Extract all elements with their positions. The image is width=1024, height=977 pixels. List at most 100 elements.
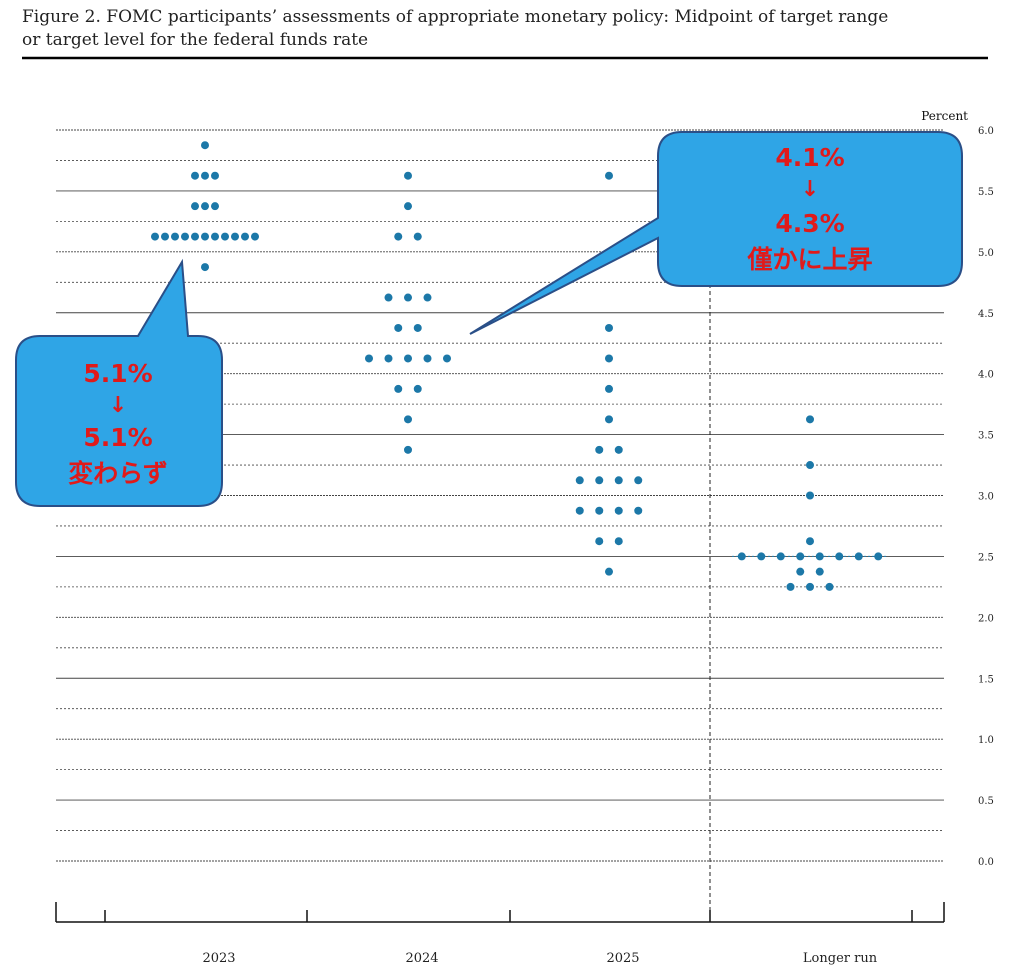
dot-marker — [394, 384, 403, 393]
dot-marker — [806, 582, 814, 591]
dot-marker — [634, 506, 643, 515]
callout-left-arrow: ↓ — [109, 393, 127, 418]
dot-marker — [191, 171, 199, 180]
dot-marker — [181, 232, 189, 241]
y-tick-label: 1.0 — [978, 735, 994, 746]
dot-marker — [605, 323, 613, 332]
dot-marker — [614, 537, 623, 546]
callout-left-before: 5.1% — [83, 359, 152, 388]
dot-marker — [825, 582, 834, 591]
dot-marker — [404, 445, 412, 454]
y-tick-label: 0.0 — [978, 857, 994, 868]
dot-marker — [191, 232, 199, 241]
x-category-labels: 2023 2024 2025 Longer run — [202, 951, 877, 966]
dot-marker — [605, 171, 613, 180]
y-tick-label: 2.0 — [978, 613, 994, 624]
dot-marker — [413, 323, 422, 332]
x-axis — [55, 902, 945, 923]
y-tick-label: 5.0 — [978, 248, 994, 259]
dot-marker — [201, 202, 209, 211]
y-tick-labels: 0.0 0.5 1.0 1.5 2.0 2.5 3.0 3.5 4.0 4.5 5.0 5.5 6.0 — [978, 126, 994, 868]
dot-marker — [737, 552, 746, 561]
dot-marker — [605, 415, 613, 424]
dot-marker — [757, 552, 766, 561]
dot-marker — [806, 491, 814, 500]
x-category-label: 2023 — [202, 951, 235, 966]
y-tick-label: 4.5 — [978, 309, 994, 320]
x-category-label: 2025 — [606, 951, 639, 966]
callout-right-bubble — [469, 131, 963, 335]
y-tick-label: 6.0 — [978, 126, 994, 137]
dot-marker — [161, 232, 169, 241]
dot-marker — [874, 552, 883, 561]
dot-marker — [786, 582, 795, 591]
dot-marker — [595, 445, 604, 454]
figure-title-line1: Figure 2. FOMC participants’ assessments… — [22, 7, 888, 27]
dot-marker — [854, 552, 863, 561]
y-tick-label: 2.5 — [978, 552, 994, 563]
dot-marker — [171, 232, 179, 241]
dot-marker — [605, 384, 613, 393]
callout-right-note: 僅かに上昇 — [746, 245, 872, 274]
dot-marker — [191, 202, 199, 211]
dot-markers — [151, 141, 888, 591]
dot-marker — [605, 567, 613, 576]
dot-marker — [365, 354, 373, 363]
figure-title-line2: or target level for the federal funds ra… — [22, 30, 368, 50]
dot-marker — [614, 506, 623, 515]
y-tick-label: 3.5 — [978, 431, 994, 442]
dot-marker — [231, 232, 239, 241]
dot-marker — [605, 354, 613, 363]
dot-marker — [614, 445, 623, 454]
dot-marker — [404, 202, 412, 211]
dot-marker — [201, 263, 209, 272]
dot-marker — [776, 552, 785, 561]
dot-marker — [423, 293, 432, 302]
dot-marker — [815, 567, 824, 576]
dot-marker — [443, 354, 451, 363]
y-tick-label: 3.0 — [978, 492, 994, 503]
dot-marker — [413, 232, 422, 241]
dot-marker — [575, 476, 584, 485]
dot-marker — [595, 506, 604, 515]
y-tick-label: 1.5 — [978, 674, 994, 685]
callout-right-arrow: ↓ — [801, 177, 819, 202]
callout-right-before: 4.1% — [775, 143, 844, 172]
dot-marker — [241, 232, 249, 241]
dot-marker — [634, 476, 643, 485]
dot-marker — [575, 506, 584, 515]
dot-marker — [384, 354, 393, 363]
dot-marker — [201, 141, 209, 150]
dot-marker — [806, 461, 814, 470]
dot-marker — [211, 232, 219, 241]
dot-marker — [201, 232, 209, 241]
dot-marker — [413, 384, 422, 393]
dot-marker — [394, 232, 403, 241]
dot-marker — [614, 476, 623, 485]
dot-marker — [394, 323, 403, 332]
dot-marker — [806, 415, 814, 424]
dot-marker — [423, 354, 432, 363]
dot-marker — [835, 552, 844, 561]
dot-marker — [384, 293, 393, 302]
x-category-label: 2024 — [405, 951, 438, 966]
dot-marker — [404, 354, 412, 363]
dot-marker — [211, 171, 219, 180]
dot-marker — [815, 552, 824, 561]
y-tick-label: 0.5 — [978, 796, 994, 807]
dot-marker — [595, 476, 604, 485]
dot-marker — [595, 537, 604, 546]
y-tick-label: 4.0 — [978, 370, 994, 381]
callout-left-bubble — [15, 258, 223, 507]
dot-marker — [201, 171, 209, 180]
x-category-label: Longer run — [803, 951, 878, 966]
dot-marker — [404, 293, 412, 302]
callout-left-after: 5.1% — [83, 423, 152, 452]
dot-marker — [251, 232, 259, 241]
callout-right: 4.1% ↓ 4.3% 僅かに上昇 — [469, 131, 963, 335]
y-tick-label: 5.5 — [978, 187, 994, 198]
dot-marker — [221, 232, 229, 241]
callout-left-note: 変わらず — [68, 459, 168, 488]
dot-marker — [796, 567, 805, 576]
